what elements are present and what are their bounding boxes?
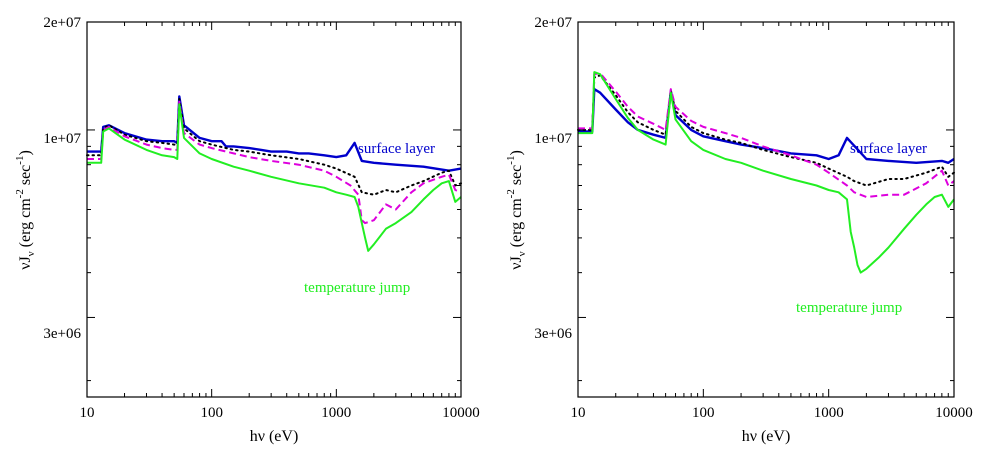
left-annotation-temperature-jump: temperature jump bbox=[304, 280, 410, 296]
left-series-solid-0 bbox=[87, 95, 462, 172]
right-series-dotted-1 bbox=[577, 74, 955, 187]
right-ytick-label: 1e+07 bbox=[534, 131, 572, 147]
right-series-group bbox=[577, 71, 955, 274]
right-ticks bbox=[577, 21, 955, 397]
left-y-axis-label: νJν (erg cm-2 sec-1) bbox=[14, 150, 37, 270]
right-series-solid-3 bbox=[578, 71, 955, 274]
right-plot-frame bbox=[577, 21, 955, 398]
left-series-dotted-1 bbox=[86, 98, 462, 196]
right-ytick-label: 2e+07 bbox=[534, 15, 572, 31]
right-panel: 2e+07 1e+07 3e+06 10 100 1000 10000 hν (… bbox=[505, 15, 973, 445]
left-xtick-label: 10000 bbox=[442, 405, 480, 421]
left-ticks bbox=[86, 21, 462, 397]
left-series-dashed-2 bbox=[87, 100, 462, 225]
right-series-solid-0 bbox=[578, 87, 955, 164]
left-series-solid-3 bbox=[87, 103, 462, 252]
left-xtick-label: 10 bbox=[80, 405, 95, 421]
left-plot-frame bbox=[86, 21, 462, 398]
right-annotation-temperature-jump: temperature jump bbox=[796, 300, 902, 316]
left-ytick-label: 1e+07 bbox=[43, 131, 81, 147]
right-xtick-label: 10 bbox=[571, 405, 586, 421]
right-series-dashed-2 bbox=[578, 72, 955, 198]
left-xtick-label: 1000 bbox=[321, 405, 351, 421]
right-xtick-label: 100 bbox=[692, 405, 715, 421]
right-x-axis-label: hν (eV) bbox=[742, 428, 791, 445]
right-xtick-label: 1000 bbox=[814, 405, 844, 421]
left-panel: 2e+07 1e+07 3e+06 10 100 1000 10000 hν (… bbox=[14, 15, 480, 445]
left-ytick-label: 2e+07 bbox=[43, 15, 81, 31]
left-x-axis-label: hν (eV) bbox=[250, 428, 299, 445]
left-ytick-label: 3e+06 bbox=[43, 326, 81, 342]
right-annotation-surface-layer: surface layer bbox=[850, 141, 927, 157]
right-y-axis-label: νJν (erg cm-2 sec-1) bbox=[505, 150, 528, 270]
left-series-group bbox=[86, 95, 462, 252]
right-xtick-label: 10000 bbox=[935, 405, 973, 421]
left-annotation-surface-layer: surface layer bbox=[358, 141, 435, 157]
right-ytick-label: 3e+06 bbox=[534, 326, 572, 342]
left-xtick-label: 100 bbox=[200, 405, 223, 421]
